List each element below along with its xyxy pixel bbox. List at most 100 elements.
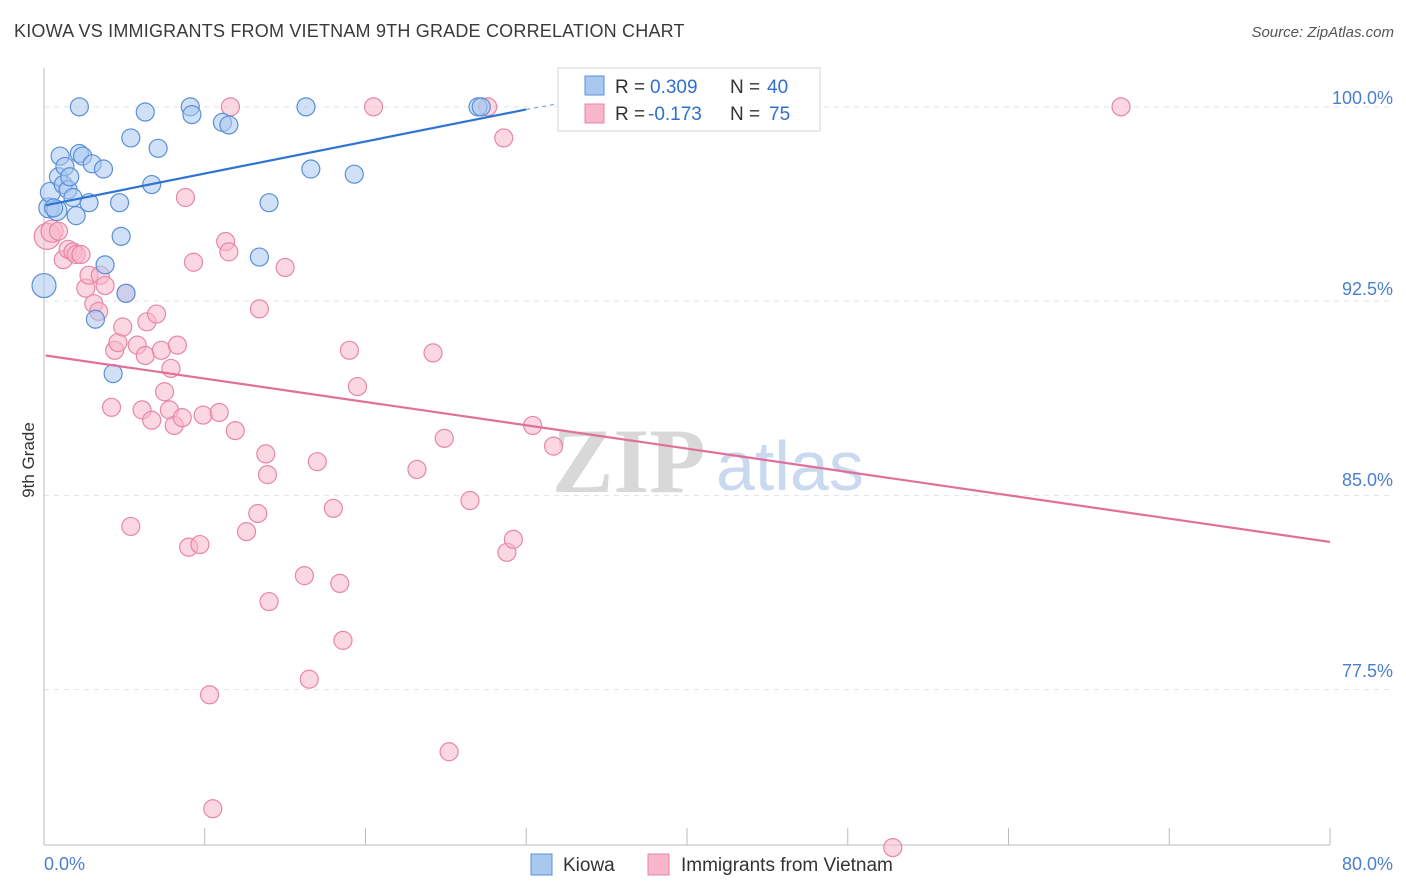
- vietnam-point: [48, 221, 69, 241]
- vietnam-point: [503, 529, 523, 549]
- vietnam-point: [209, 402, 229, 423]
- vietnam-point: [330, 573, 350, 594]
- y-axis-title: 9th Grade: [19, 422, 38, 498]
- vietnam-point: [249, 299, 270, 319]
- vietnam-point: [883, 837, 903, 858]
- legend-n-label: N =: [730, 77, 760, 98]
- trendline-kiowa-extension: [526, 103, 556, 111]
- bottom-legend-label-vietnam: Immigrants from Vietnam: [681, 855, 893, 876]
- y-tick-label: 77.5%: [1342, 661, 1393, 681]
- kiowa-point: [95, 255, 115, 275]
- vietnam-point: [259, 591, 279, 612]
- kiowa-point: [344, 164, 364, 184]
- vietnam-point: [543, 436, 564, 456]
- vietnam-point: [135, 345, 155, 366]
- vietnam-point: [236, 522, 257, 542]
- x-tick-label-min: 0.0%: [44, 854, 85, 874]
- trendline-vietnam: [45, 354, 1331, 544]
- vietnam-point: [363, 97, 384, 117]
- vietnam-point: [225, 421, 245, 441]
- legend-n-value-vietnam: 75: [769, 104, 790, 125]
- vietnam-point: [256, 444, 276, 464]
- bottom-legend-label-kiowa: Kiowa: [563, 855, 615, 876]
- vietnam-point: [199, 685, 220, 705]
- y-tick-label: 92.5%: [1342, 279, 1393, 299]
- vietnam-point: [190, 534, 210, 555]
- trendline-kiowa: [45, 108, 527, 207]
- vietnam-point: [407, 459, 427, 480]
- vietnam-point: [175, 187, 196, 208]
- vietnam-point: [167, 335, 188, 355]
- vietnam-point: [142, 410, 162, 430]
- vietnam-point: [257, 465, 278, 485]
- vietnam-point: [248, 503, 268, 524]
- legend-swatch-kiowa: [584, 75, 605, 96]
- kiowa-point: [60, 167, 80, 187]
- vietnam-point: [347, 376, 368, 397]
- vietnam-point: [146, 304, 167, 324]
- kiowa-point: [121, 128, 141, 148]
- kiowa-point: [85, 309, 106, 329]
- kiowa-point: [31, 272, 57, 299]
- y-tick-label: 100.0%: [1332, 88, 1393, 108]
- vietnam-point: [151, 340, 171, 360]
- vietnam-point: [121, 516, 141, 537]
- trendlines: [45, 103, 1331, 544]
- bottom-legend-swatch-vietnam: [647, 853, 670, 876]
- kiowa-point: [69, 97, 89, 117]
- series-legend: Kiowa Immigrants from Vietnam: [530, 853, 893, 876]
- vietnam-point: [434, 428, 454, 448]
- vietnam-point: [275, 257, 295, 278]
- vietnam-point: [193, 405, 213, 425]
- vietnam-point: [172, 408, 192, 428]
- series-kiowa: [31, 97, 491, 384]
- bottom-legend-swatch-kiowa: [530, 853, 553, 876]
- vietnam-point: [101, 397, 122, 417]
- kiowa-point: [249, 247, 270, 267]
- kiowa-point: [471, 97, 491, 117]
- legend-n-value-kiowa: 40: [767, 77, 788, 98]
- chart-title: KIOWA VS IMMIGRANTS FROM VIETNAM 9TH GRA…: [14, 21, 685, 41]
- kiowa-point: [296, 97, 316, 117]
- source-credit: Source: ZipAtlas.com: [1251, 24, 1394, 41]
- vietnam-point: [203, 799, 223, 819]
- vietnam-point: [423, 343, 443, 363]
- kiowa-point: [259, 193, 279, 213]
- correlation-legend: R = 0.309 N = 40 R = -0.173 N = 75: [557, 67, 821, 132]
- legend-r-label: R =: [615, 77, 645, 98]
- kiowa-point: [116, 283, 136, 303]
- legend-swatch-vietnam: [584, 103, 605, 124]
- vietnam-point: [294, 566, 315, 586]
- vietnam-point: [460, 490, 480, 511]
- legend-n-label: N =: [730, 104, 760, 125]
- vietnam-point: [1111, 97, 1131, 117]
- vietnam-point: [494, 128, 514, 148]
- vietnam-point: [339, 340, 360, 360]
- vietnam-point: [183, 252, 204, 272]
- axis-ticks: [43, 828, 1331, 845]
- vietnam-point: [113, 317, 133, 337]
- kiowa-point: [66, 206, 86, 226]
- legend-r-label: R =: [615, 104, 645, 125]
- vietnam-point: [307, 452, 327, 472]
- vietnam-point: [333, 630, 353, 650]
- vietnam-point: [154, 382, 175, 402]
- kiowa-point: [148, 138, 168, 158]
- kiowa-point: [219, 115, 239, 135]
- kiowa-point: [111, 226, 131, 246]
- kiowa-point: [103, 364, 123, 384]
- y-tick-label: 85.0%: [1342, 470, 1393, 490]
- vietnam-point: [219, 242, 239, 262]
- watermark-atlas: atlas: [716, 427, 864, 505]
- vietnam-point: [95, 275, 115, 296]
- watermark-zip: ZIP: [552, 410, 705, 512]
- kiowa-point: [301, 159, 321, 179]
- kiowa-point: [182, 105, 202, 125]
- kiowa-point: [109, 193, 130, 213]
- kiowa-point: [135, 102, 155, 122]
- gridlines: [44, 106, 1394, 691]
- vietnam-point: [439, 742, 459, 762]
- kiowa-point: [93, 159, 114, 179]
- vietnam-point: [323, 498, 343, 518]
